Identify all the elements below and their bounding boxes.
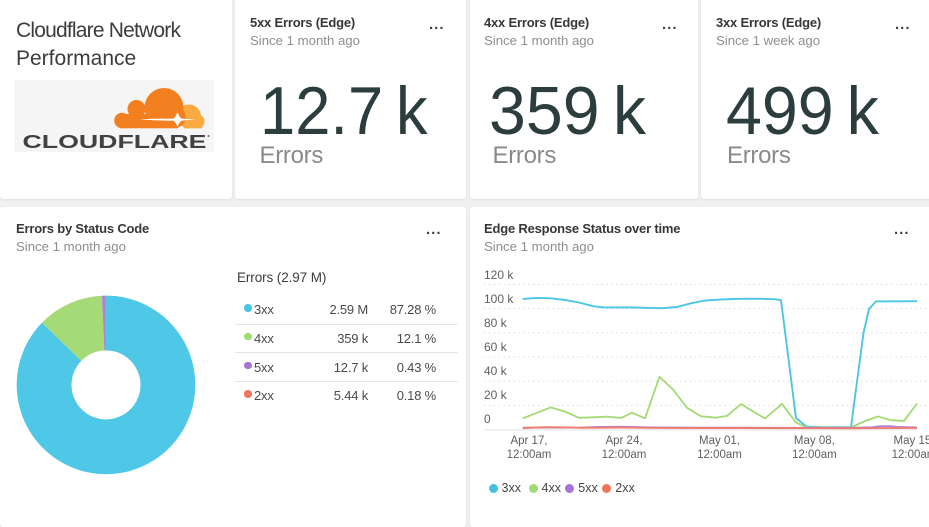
svg-text:CLOUDFLARE: CLOUDFLARE xyxy=(23,131,207,152)
